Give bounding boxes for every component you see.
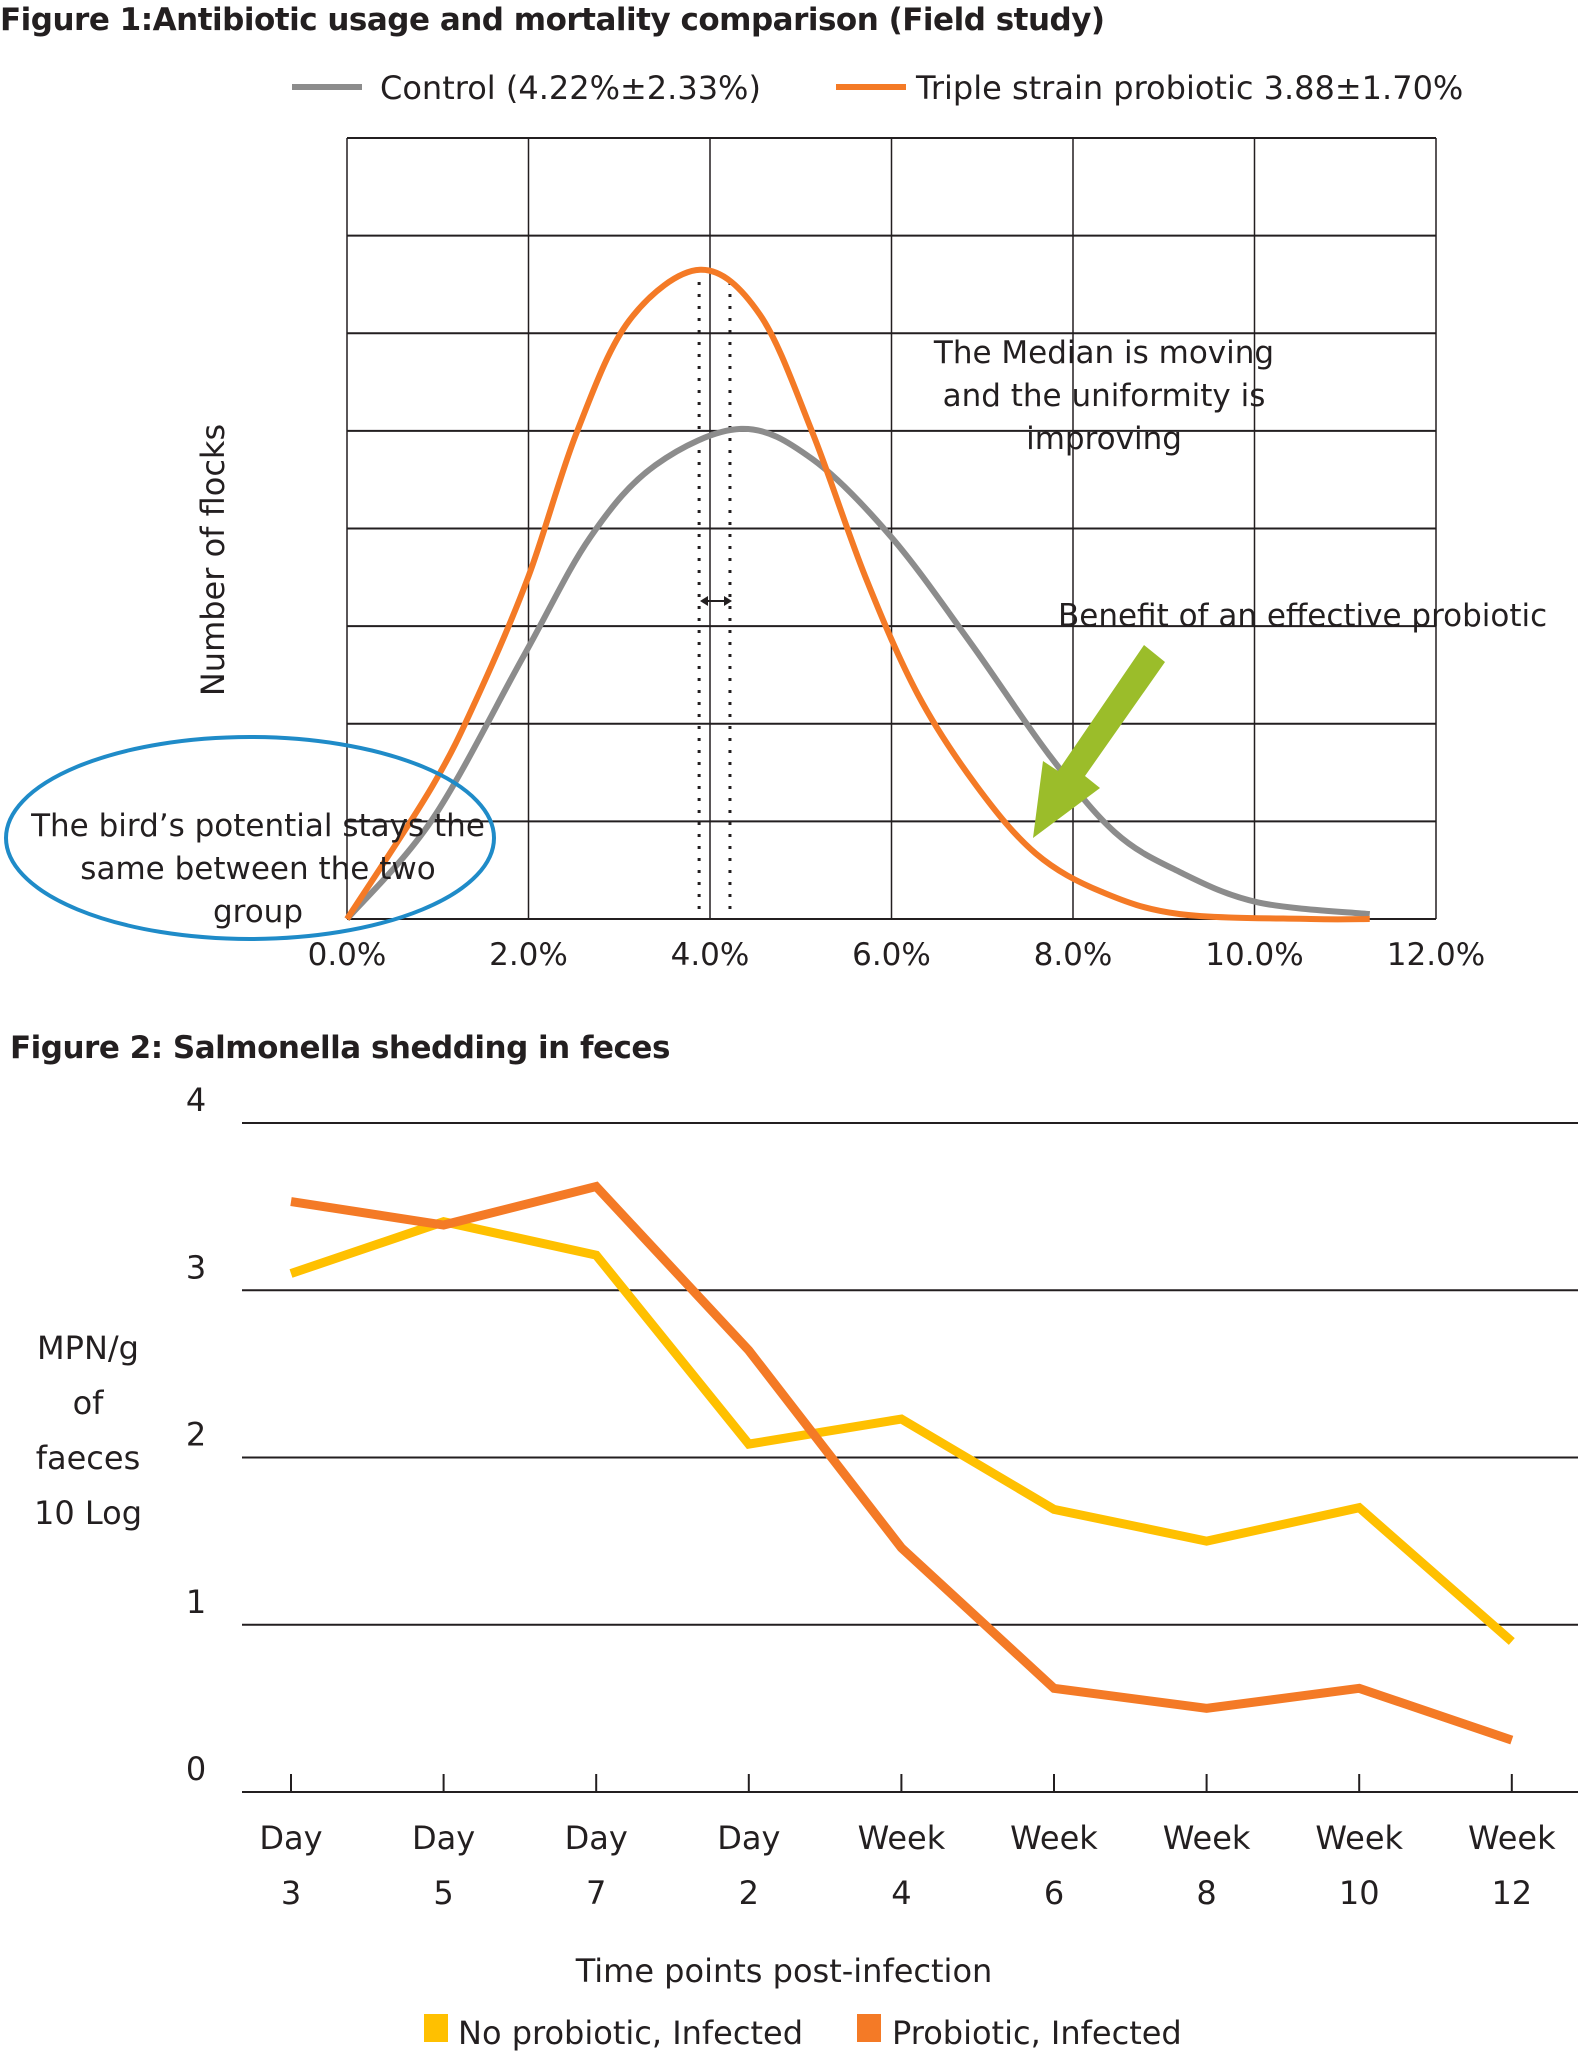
median-shift-arrow-icon [700,596,732,606]
x-tick-label: Day [565,1819,628,1857]
potential-annotation-line: same between the two [80,851,435,887]
legend-control-label: Control (4.22%±2.33%) [380,69,761,107]
figure-2-series [289,1181,1515,1745]
x-tick-label: 0.0% [308,937,387,973]
x-tick-label: 8 [1196,1874,1216,1912]
x-tick-label: 10.0% [1205,937,1303,973]
figure-2-x-axis-label: Time points post-infection [575,1952,993,1990]
x-tick-label: 3 [281,1874,301,1912]
potential-annotation: The bird’s potential stays the same betw… [30,808,485,930]
y-tick-label: 1 [186,1583,206,1621]
x-tick-label: 12.0% [1387,937,1485,973]
median-annotation: The Median is moving and the uniformity … [933,335,1274,457]
series-line-control [344,425,1371,921]
figure-1-title: Figure 1:Antibiotic usage and mortality … [0,2,1105,38]
y-axis-label-line: faeces [36,1439,141,1477]
figure-1-grid [346,137,1437,920]
y-axis-label-line: of [73,1384,105,1422]
x-tick-label: 2 [739,1874,759,1912]
x-tick-label: 4.0% [671,937,750,973]
series-line-probiotic [344,266,1370,923]
figure-1-chart: Control (4.22%±2.33%) Triple strain prob… [4,69,1547,973]
x-tick-label: 5 [433,1874,453,1912]
y-tick-label: 0 [186,1750,206,1788]
x-tick-label: 7 [586,1874,606,1912]
x-tick-label: Week [1163,1819,1251,1857]
series-line-no_probiotic_infected [289,1217,1515,1645]
figure-1-y-axis-label: Number of flocks [194,424,232,696]
figure-1-legend: Control (4.22%±2.33%) Triple strain prob… [292,69,1463,107]
figure-2-x-tick-labels: Day 3 Day 5 Day 7 Day 2 Week 4 Week 6 Week 8 Week 10 Wee… [259,1819,1556,1912]
median-annotation-line: The Median is moving [933,335,1274,371]
x-tick-label: 6 [1044,1874,1064,1912]
figure-2-y-axis-label: MPN/g of faeces 10 Log [34,1329,142,1532]
y-axis-label-line: MPN/g [37,1329,139,1367]
x-tick-label: 6.0% [852,937,931,973]
potential-annotation-line: The bird’s potential stays the [30,808,485,844]
x-tick-label: 12 [1491,1874,1532,1912]
potential-annotation-line: group [213,894,303,930]
median-annotation-line: and the uniformity is [943,378,1266,414]
x-tick-label: Week [858,1819,946,1857]
x-tick-label: 2.0% [489,937,568,973]
x-tick-label: 10 [1339,1874,1380,1912]
series-line-probiotic_infected [290,1181,1514,1745]
x-tick-label: Day [259,1819,322,1857]
figure-1-x-tick-labels: 0.0% 2.0% 4.0% 6.0% 8.0% 10.0% 12.0% [308,937,1486,973]
y-tick-label: 3 [186,1248,206,1286]
legend-probiotic-label: Triple strain probiotic 3.88±1.70% [915,69,1463,107]
x-tick-label: Day [717,1819,780,1857]
figure-1-series [344,266,1371,923]
y-tick-label: 2 [186,1416,206,1454]
figure-2-legend: No probiotic, Infected Probiotic, Infect… [424,2014,1182,2052]
x-tick-label: 4 [891,1874,911,1912]
x-tick-label: Week [1315,1819,1403,1857]
y-tick-label: 4 [186,1081,206,1119]
figure-2-title: Figure 2: Salmonella shedding in feces [10,1030,670,1066]
x-tick-label: Week [1010,1819,1098,1857]
figure-1-median-lines [697,282,732,919]
benefit-arrow-icon [1033,645,1165,838]
x-tick-label: Day [412,1819,475,1857]
figure-2-grid [242,1122,1578,1793]
legend-no-probiotic-label: No probiotic, Infected [458,2014,803,2052]
median-annotation-line: improving [1026,421,1182,457]
potential-highlight-ellipse [4,735,496,941]
legend-probiotic-label: Probiotic, Infected [892,2014,1182,2052]
y-axis-label-line: 10 Log [34,1494,142,1532]
figure-2-y-tick-labels: 0 1 2 3 4 [186,1081,206,1788]
legend-probiotic-swatch [857,2014,881,2042]
benefit-annotation: Benefit of an effective probiotic [1058,598,1547,634]
x-tick-label: 8.0% [1034,937,1113,973]
legend-no-probiotic-swatch [424,2014,448,2042]
x-tick-label: Week [1468,1819,1556,1857]
